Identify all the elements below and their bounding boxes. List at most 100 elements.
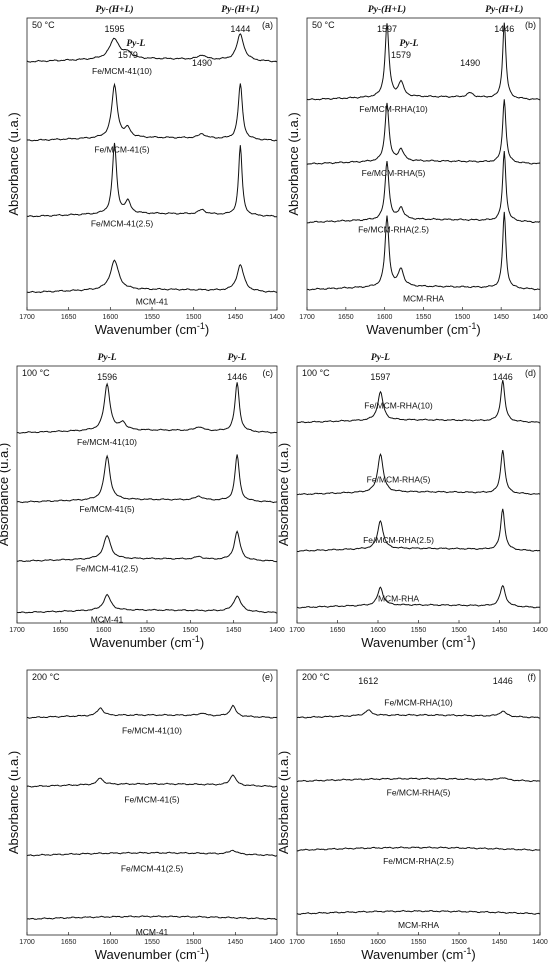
panel-b: 1700 1650 1600 1550 1500 1450 1400 Wavenumber (… [286, 4, 548, 337]
band-assignment: Py-L [371, 353, 390, 363]
x-tick-label: 1600 [103, 314, 119, 321]
band-assignment: Py-L [126, 39, 145, 49]
series-label: Fe/MCM-41(2.5) [91, 219, 154, 229]
panel-label: (c) [263, 368, 274, 378]
spectrum-trace [26, 259, 278, 294]
series-label: Fe/MCM-RHA(2.5) [358, 224, 429, 234]
spectrum-trace [26, 142, 278, 218]
series-label: Fe/MCM-41(2.5) [121, 864, 184, 874]
x-axis-label: Wavenumber (cm-1) [95, 946, 210, 962]
series-label: Fe/MCM-41(5) [94, 145, 149, 155]
spectrum-trace [16, 530, 278, 563]
panel-label: (f) [528, 672, 537, 682]
peak-annotation: 1595 [104, 24, 124, 34]
band-assignment: Py-(H+L) [368, 4, 406, 15]
x-tick-label: 1500 [455, 314, 471, 321]
x-tick-label: 1400 [532, 939, 548, 946]
temperature-label: 50 °C [312, 20, 335, 30]
x-tick-label: 1450 [492, 627, 508, 634]
x-tick-label: 1700 [299, 314, 315, 321]
series-label: MCM-41 [136, 927, 169, 937]
spectrum-trace [26, 849, 278, 857]
x-tick-label: 1700 [19, 939, 35, 946]
x-tick-label: 1600 [103, 939, 119, 946]
panel-e: 1700 1650 1600 1550 1500 1450 1400 Wavenumber (… [6, 669, 285, 962]
x-tick-label: 1700 [19, 314, 35, 321]
x-tick-label: 1600 [370, 627, 386, 634]
panel-label: (e) [262, 672, 273, 682]
peak-annotation: 1596 [97, 372, 117, 382]
spectrum-trace [296, 846, 541, 852]
x-axis-label: Wavenumber (cm-1) [95, 321, 210, 337]
series-label: Fe/MCM-RHA(5) [387, 787, 451, 797]
y-axis-label: Absorbance (u.a.) [276, 443, 291, 546]
spectrum-trace [296, 584, 541, 609]
x-tick-label: 1500 [186, 314, 202, 321]
x-tick-label: 1400 [269, 627, 285, 634]
x-tick-label: 1550 [144, 939, 160, 946]
peak-annotation: 1490 [460, 58, 480, 68]
x-tick-label: 1450 [492, 939, 508, 946]
series-label: Fe/MCM-RHA(2.5) [363, 535, 434, 545]
band-assignment: Py-(H+L) [485, 4, 523, 15]
series-label: MCM-RHA [378, 594, 419, 604]
x-tick-label: 1700 [9, 627, 25, 634]
x-tick-label: 1450 [228, 314, 244, 321]
y-axis-label: Absorbance (u.a.) [0, 443, 11, 546]
x-axis-label: Wavenumber (cm-1) [361, 946, 476, 962]
peak-annotation: 1490 [192, 58, 212, 68]
temperature-label: 100 °C [302, 368, 330, 378]
x-tick-label: 1500 [451, 627, 467, 634]
series-label: Fe/MCM-RHA(10) [359, 104, 428, 114]
x-tick-label: 1550 [411, 939, 427, 946]
x-tick-label: 1700 [289, 627, 305, 634]
band-assignment: Py-L [493, 353, 512, 363]
series-label: MCM-RHA [403, 294, 444, 304]
spectrum-trace [296, 909, 541, 915]
spectrum-trace [26, 82, 278, 142]
panel-label: (b) [525, 20, 536, 30]
band-assignment: Py-L [98, 353, 117, 363]
series-label: Fe/MCM-41(5) [79, 504, 134, 514]
peak-annotation: 1446 [494, 24, 514, 34]
series-label: Fe/MCM-41(5) [124, 795, 179, 805]
panel-label: (a) [262, 20, 273, 30]
x-tick-label: 1600 [377, 314, 393, 321]
x-tick-label: 1550 [139, 627, 155, 634]
peak-annotation: 1446 [493, 676, 513, 686]
spectrum-trace [306, 22, 541, 101]
y-axis-label: Absorbance (u.a.) [286, 112, 301, 215]
panel-c: 1700 1650 1600 1550 1500 1450 1400 Wavenumber (… [0, 353, 285, 650]
x-tick-label: 1650 [61, 939, 77, 946]
x-axis-label: Wavenumber (cm-1) [366, 321, 481, 337]
series-label: Fe/MCM-RHA(10) [384, 698, 453, 708]
panel-d: 1700 1650 1600 1550 1500 1450 1400 Wavenumber (… [276, 353, 548, 650]
x-tick-label: 1450 [226, 627, 242, 634]
spectrum-trace [296, 380, 541, 424]
band-assignment: Py-(H+L) [221, 4, 259, 15]
spectrum-trace [296, 450, 541, 496]
x-tick-label: 1450 [493, 314, 509, 321]
temperature-label: 100 °C [22, 368, 50, 378]
panel-label: (d) [525, 368, 536, 378]
spectrum-trace [306, 150, 541, 224]
series-label: Fe/MCM-41(2.5) [76, 563, 139, 573]
series-label: Fe/MCM-41(10) [122, 726, 182, 736]
x-tick-label: 1550 [416, 314, 432, 321]
temperature-label: 200 °C [302, 672, 330, 682]
band-assignment: Py-L [228, 353, 247, 363]
x-tick-label: 1400 [532, 627, 548, 634]
x-tick-label: 1400 [269, 939, 285, 946]
spectrum-trace [306, 99, 541, 165]
spectrum-trace [16, 382, 278, 434]
x-tick-label: 1700 [289, 939, 305, 946]
series-label: Fe/MCM-41(10) [92, 66, 152, 76]
series-label: MCM-41 [136, 296, 169, 306]
peak-annotation: 1612 [358, 676, 378, 686]
peak-annotation: 1446 [227, 372, 247, 382]
x-tick-label: 1550 [411, 627, 427, 634]
x-axis-label: Wavenumber (cm-1) [361, 634, 476, 650]
band-assignment: Py-L [399, 39, 418, 49]
spectrum-trace [16, 454, 278, 504]
series-label: Fe/MCM-RHA(10) [364, 401, 433, 411]
